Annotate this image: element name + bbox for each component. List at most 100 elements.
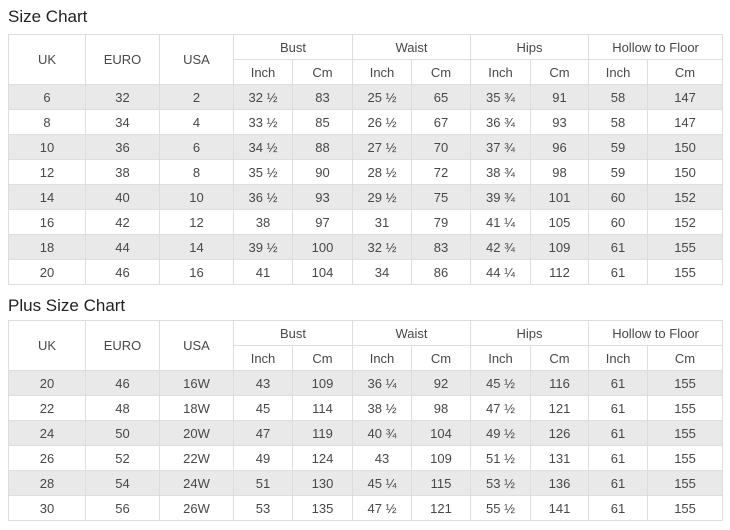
table-cell: 32 [85,84,160,110]
table-cell: 56 [85,495,160,521]
table-cell: 152 [647,184,724,210]
table-cell: 147 [647,84,724,110]
table-cell: 52 [85,445,160,471]
unit-header: Inch [470,59,532,85]
table-cell: 22 [8,395,86,421]
table-row: 16 42 12 38 97 31 79 41 ¼ 105 60 152 [8,209,724,235]
table-cell: 36 ¼ [352,370,413,396]
group-header: Bust [232,34,354,60]
table-cell: 38 ¾ [470,159,532,185]
table-cell: 35 ½ [233,159,293,185]
table-row: 26 52 22W 49 124 43 109 51 ½ 131 61 155 [8,445,724,471]
table-cell: 8 [8,109,86,135]
table-cell: 8 [159,159,234,185]
table-cell: 97 [291,209,354,235]
table-cell: 29 ½ [352,184,413,210]
table-cell: 152 [647,209,724,235]
table-cell: 6 [8,84,86,110]
table-cell: 49 [233,445,293,471]
unit-header: Cm [291,59,354,85]
table-cell: 83 [291,84,354,110]
table-cell: 43 [233,370,293,396]
table-cell: 116 [530,370,590,396]
table-cell: 61 [588,370,649,396]
table-cell: 45 [233,395,293,421]
table-cell: 48 [85,395,160,421]
table-cell: 16 [8,209,86,235]
table-cell: 50 [85,420,160,446]
table-cell: 39 ½ [233,234,293,260]
table-cell: 85 [291,109,354,135]
table-cell: 31 [352,209,413,235]
table-cell: 109 [411,445,472,471]
group-header: Hollow to Floor [588,320,724,346]
table-cell: 42 ¾ [470,234,532,260]
plus-size-chart-section: Plus Size Chart UK EURO USA Bust Waist Hips Ho… [8,296,724,521]
table-cell: 36 [85,134,160,160]
table-cell: 18W [159,395,234,421]
table-row: 12 38 8 35 ½ 90 28 ½ 72 38 ¾ 98 59 150 [8,159,724,185]
table-cell: 32 ½ [233,84,293,110]
table-cell: 24W [159,470,234,496]
table-cell: 53 [233,495,293,521]
table-cell: 14 [159,234,234,260]
table-cell: 46 [85,259,160,285]
group-header: Hollow to Floor [588,34,724,60]
table-cell: 12 [8,159,86,185]
table-cell: 41 [233,259,293,285]
table-cell: 136 [530,470,590,496]
table-cell: 47 ½ [470,395,532,421]
unit-header: Cm [530,345,590,371]
table-cell: 20 [8,259,86,285]
table-cell: 61 [588,445,649,471]
table-cell: 109 [530,234,590,260]
unit-header: Inch [588,345,649,371]
table-cell: 104 [291,259,354,285]
header-row-groups: UK EURO USA Bust Waist Hips Hollow to Floor [8,320,724,371]
table-cell: 86 [411,259,472,285]
table-cell: 32 ½ [352,234,413,260]
table-row: 18 44 14 39 ½ 100 32 ½ 83 42 ¾ 109 61 155 [8,234,724,260]
table-cell: 61 [588,395,649,421]
table-cell: 55 ½ [470,495,532,521]
table-cell: 51 [233,470,293,496]
table-cell: 98 [411,395,472,421]
group-header: Waist [352,34,472,60]
table-cell: 150 [647,159,724,185]
unit-header: Cm [411,59,472,85]
table-cell: 155 [647,259,724,285]
table-cell: 30 [8,495,86,521]
table-cell: 155 [647,470,724,496]
table-cell: 65 [411,84,472,110]
table-cell: 44 ¼ [470,259,532,285]
table-cell: 40 [85,184,160,210]
table-cell: 58 [588,84,649,110]
table-cell: 34 [85,109,160,135]
table-cell: 130 [291,470,354,496]
table-cell: 88 [291,134,354,160]
table-cell: 121 [411,495,472,521]
table-cell: 39 ¾ [470,184,532,210]
table-cell: 20W [159,420,234,446]
table-cell: 41 ¼ [470,209,532,235]
header-row-units: Inch Cm Inch Cm Inch Cm Inch Cm [9,345,724,371]
table-cell: 61 [588,234,649,260]
table-cell: 45 ½ [470,370,532,396]
table-cell: 54 [85,470,160,496]
table-cell: 26 [8,445,86,471]
size-chart-table: UK EURO USA Bust Waist Hips Hollow to Floor Inc… [8,34,724,285]
table-cell: 61 [588,420,649,446]
column-header-euro: EURO [85,34,160,85]
table-cell: 60 [588,184,649,210]
table-cell: 6 [159,134,234,160]
unit-header: Inch [352,345,413,371]
table-cell: 14 [8,184,86,210]
unit-header: Cm [530,59,590,85]
column-header-usa: USA [159,320,234,371]
group-header: Hips [470,34,590,60]
column-header-uk: UK [8,320,86,371]
table-cell: 36 ¾ [470,109,532,135]
table-row: 14 40 10 36 ½ 93 29 ½ 75 39 ¾ 101 60 152 [8,184,724,210]
header-row-units: Inch Cm Inch Cm Inch Cm Inch Cm [9,59,724,85]
group-header: Hips [470,320,590,346]
